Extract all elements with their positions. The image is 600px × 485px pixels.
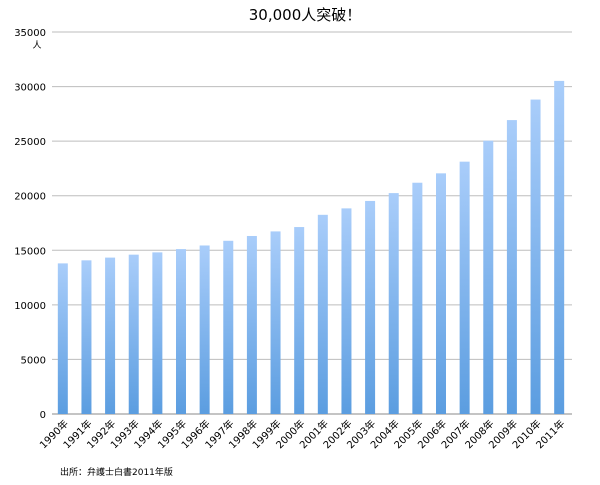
- bar-1996年: [199, 245, 210, 414]
- bar-1997年: [223, 240, 234, 414]
- bar-2000年: [294, 227, 305, 414]
- bar-1992年: [105, 257, 116, 414]
- bar-2003年: [365, 200, 376, 414]
- y-axis-ticks: 0 5000 10000 15000 20000 25000 30000 35000: [14, 28, 46, 421]
- bar-2009年: [506, 120, 517, 415]
- bar-1999年: [270, 231, 281, 414]
- bar-1991年: [81, 260, 92, 414]
- y-tick-label: 25000: [14, 137, 46, 148]
- x-axis-ticks: 1990年1991年1992年1993年1994年1995年1996年1997年…: [37, 417, 568, 451]
- bar-2002年: [341, 208, 352, 414]
- bars: [57, 80, 565, 415]
- bar-2011年: [554, 80, 565, 415]
- bar-2006年: [436, 173, 446, 414]
- y-tick-label: 15000: [14, 246, 46, 257]
- y-tick-label: 0: [40, 410, 46, 421]
- bar-1990年: [57, 263, 68, 414]
- bar-2008年: [483, 140, 494, 414]
- source-note: 出所：弁護士白書2011年版: [60, 466, 173, 478]
- y-tick-label: 20000: [14, 192, 46, 203]
- bar-1994年: [152, 252, 163, 414]
- y-tick-label: 5000: [21, 355, 46, 366]
- bar-2010年: [530, 99, 541, 415]
- bar-1995年: [176, 249, 186, 414]
- bar-1998年: [246, 235, 257, 414]
- y-tick-label: 30000: [14, 83, 46, 94]
- bar-2007年: [459, 161, 470, 414]
- y-axis-unit-label: 人: [32, 40, 41, 51]
- y-tick-label: 10000: [14, 301, 46, 312]
- bar-2005年: [412, 182, 423, 414]
- bar-2004年: [388, 193, 399, 414]
- bar-1993年: [128, 254, 139, 414]
- y-tick-label: 35000: [14, 28, 46, 39]
- bar-2001年: [317, 214, 328, 414]
- chart-title: 30,000人突破！: [249, 6, 362, 24]
